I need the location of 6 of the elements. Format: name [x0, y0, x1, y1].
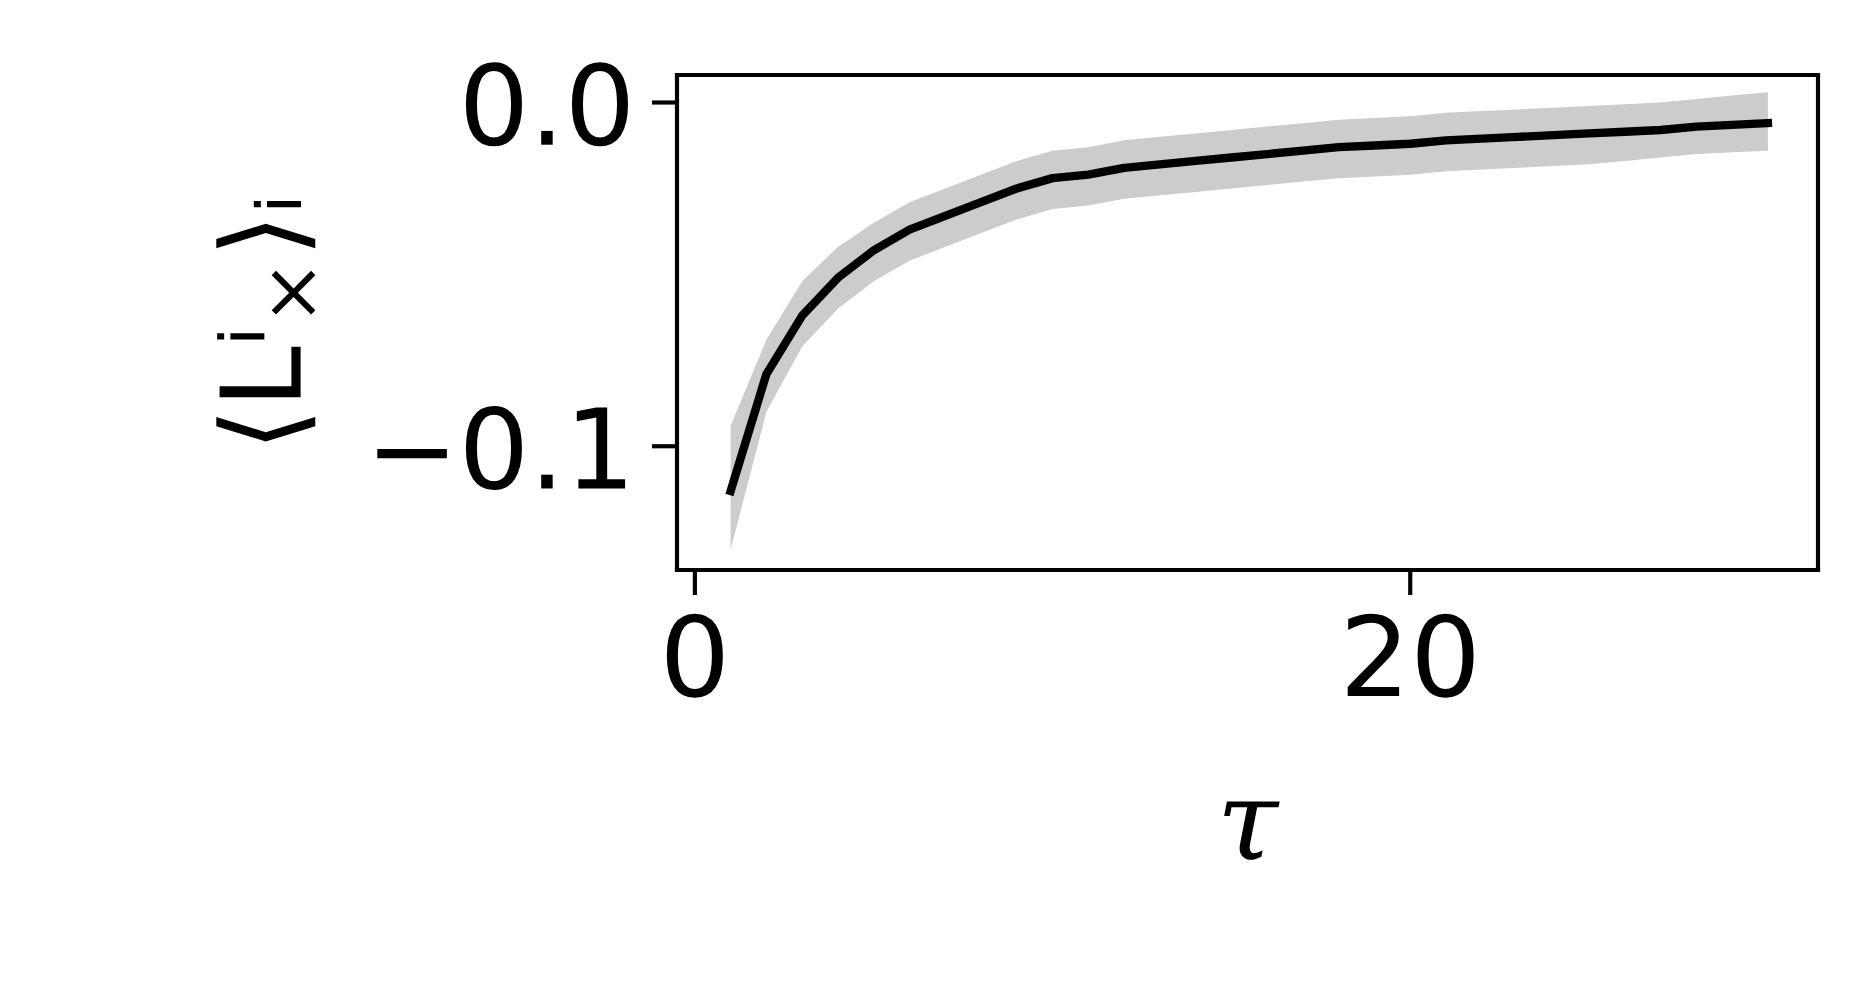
y-tick-label: 0.0: [465, 62, 628, 147]
y-axis-title: ⟨Lⁱ$_{×}$⟩ᵢ: [216, 200, 316, 442]
x-axis-title: τ: [1224, 801, 1280, 860]
y-tick-label: −0.1: [377, 406, 626, 491]
x-tick-label: 0: [666, 613, 723, 698]
x-tick-label: 20: [1347, 613, 1474, 698]
